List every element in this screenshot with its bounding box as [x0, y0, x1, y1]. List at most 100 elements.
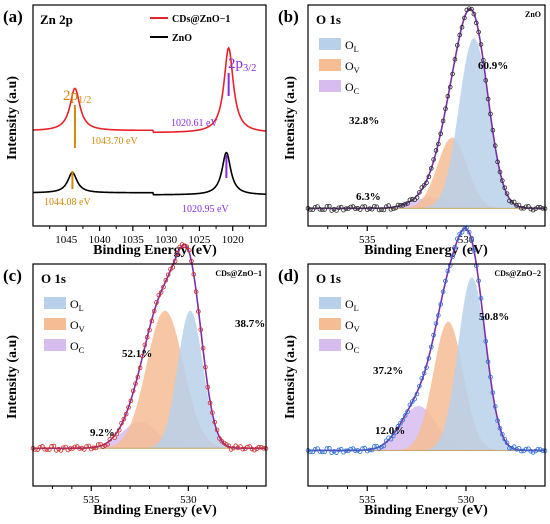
data-point: [319, 207, 325, 213]
data-point: [443, 106, 448, 112]
data-point: [77, 446, 82, 451]
data-point: [395, 202, 401, 208]
data-point: [400, 203, 406, 208]
data-point: [177, 244, 183, 250]
data-point: [49, 444, 54, 449]
legend-entry-o-c: OC: [345, 80, 360, 96]
plot-frame: [307, 4, 546, 227]
data-point: [158, 290, 164, 295]
plot-frame: [32, 4, 267, 227]
data-point: [518, 205, 524, 211]
legend-entry-o-c: OC: [345, 339, 360, 355]
data-point: [447, 84, 453, 90]
data-point: [338, 204, 344, 210]
data-point: [207, 400, 213, 406]
data-point: [247, 444, 252, 449]
data-point: [228, 447, 234, 452]
data-point: [426, 174, 432, 179]
x-tick-label-d-535: 535: [359, 494, 376, 506]
data-point: [455, 43, 460, 48]
data-point: [184, 244, 190, 250]
data-point: [341, 207, 346, 213]
data-point: [526, 446, 531, 452]
data-point: [322, 207, 327, 212]
data-point: [530, 450, 536, 455]
panel-c-title: O 1s: [41, 271, 66, 286]
percent-o-c: 9.2%: [90, 427, 115, 439]
y-axis-label-b: Intensity (a.u): [283, 76, 298, 160]
data-point: [123, 411, 129, 417]
data-point: [67, 446, 73, 451]
data-point: [336, 205, 342, 211]
data-point: [56, 446, 61, 452]
data-point: [35, 447, 40, 452]
legend-a: CDs@ZnO−1 ZnO: [150, 14, 230, 44]
sample-tag-d: CDs@ZnO−2: [494, 269, 541, 278]
data-point: [391, 433, 396, 439]
data-point: [490, 390, 496, 395]
data-point: [233, 443, 239, 449]
x-axis-label-a: Binding Energy (eV): [93, 243, 217, 258]
data-point: [172, 258, 178, 264]
data-point: [478, 42, 484, 47]
data-point: [91, 445, 96, 451]
data-point: [443, 278, 448, 284]
data-point: [485, 96, 491, 102]
data-point: [409, 399, 415, 404]
x-tick-label-b-535: 535: [359, 234, 376, 246]
data-point: [334, 208, 339, 213]
legend-swatch-o-l: [319, 297, 341, 309]
data-point: [405, 409, 410, 414]
data-point: [210, 410, 215, 415]
data-point: [137, 365, 143, 371]
data-point: [324, 446, 330, 451]
legend-entry-1: ZnO: [172, 33, 192, 44]
data-point: [212, 419, 218, 425]
data-point: [502, 185, 508, 191]
data-point: [469, 6, 474, 12]
panel-d-title: O 1s: [316, 271, 341, 286]
component-o-v: [308, 321, 545, 451]
data-point: [504, 440, 510, 446]
data-point: [457, 32, 462, 38]
data-point: [367, 447, 372, 453]
data-point: [417, 190, 422, 195]
data-point: [450, 71, 455, 77]
data-point: [483, 339, 489, 344]
data-point: [395, 423, 401, 429]
data-point: [154, 300, 159, 305]
data-point: [526, 204, 531, 209]
data-point: [72, 444, 78, 450]
data-point: [58, 448, 64, 453]
data-point: [133, 381, 138, 386]
data-point: [315, 446, 320, 451]
data-point: [126, 405, 131, 410]
data-point: [343, 206, 349, 211]
data-point: [114, 431, 120, 437]
data-point: [455, 236, 460, 242]
x-tick-label-a-1030: 1030: [155, 234, 178, 246]
legend-entry-o-c: OC: [70, 339, 85, 355]
data-point: [402, 201, 408, 207]
legend-c: OL OV OC: [44, 297, 85, 355]
legend-entry-o-l: OL: [70, 297, 84, 313]
data-point: [170, 264, 176, 270]
data-point: [436, 141, 441, 147]
component-o-l: [308, 38, 545, 209]
data-point: [528, 206, 534, 212]
data-point: [471, 248, 477, 253]
data-point: [198, 327, 204, 332]
data-point: [364, 207, 370, 212]
energy-annotation-2: 1044.08 eV: [44, 197, 91, 208]
data-point: [147, 327, 152, 333]
data-point: [353, 448, 358, 454]
data-point: [433, 321, 439, 326]
data-point: [419, 376, 425, 381]
data-point: [112, 435, 117, 440]
data-point: [161, 284, 166, 290]
legend-entry-o-v: OV: [70, 318, 85, 334]
legend-swatch-o-v: [319, 318, 341, 330]
data-point: [528, 448, 534, 454]
panel-label-c: (c): [3, 266, 22, 285]
